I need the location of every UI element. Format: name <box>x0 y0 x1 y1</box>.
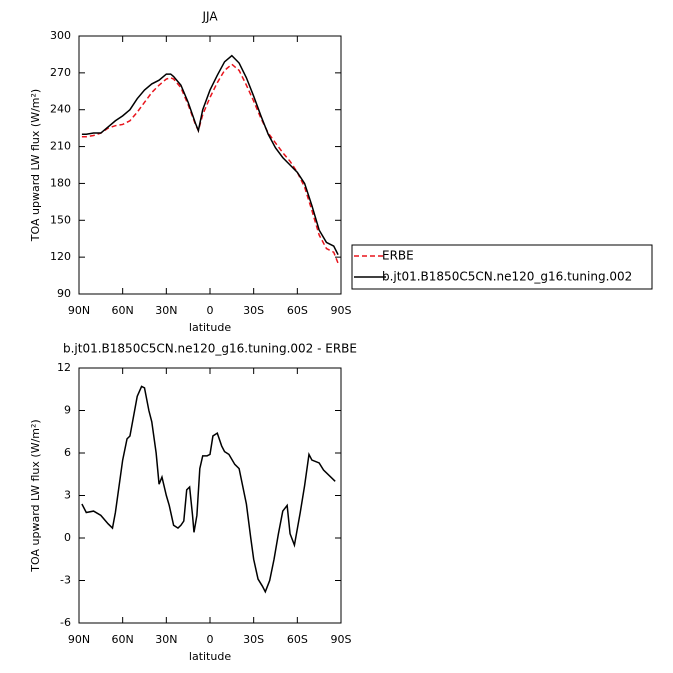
x-tick-label: 90S <box>331 633 352 646</box>
x-tick-label: 60S <box>287 633 308 646</box>
x-tick-label: 30S <box>243 304 264 317</box>
legend-label: b.jt01.B1850C5CN.ne120_g16.tuning.002 <box>382 270 632 284</box>
x-tick-label: 30N <box>155 633 177 646</box>
x-tick-label: 30N <box>155 304 177 317</box>
data-line <box>81 54 339 256</box>
y-tick-label: 9 <box>64 404 71 417</box>
x-tick-label: 90N <box>68 304 90 317</box>
y-tick-label: 12 <box>57 361 71 374</box>
data-line <box>81 385 336 594</box>
y-axis-label: TOA upward LW flux (W/m²) <box>29 89 42 242</box>
x-tick-label: 30S <box>243 633 264 646</box>
x-tick-label: 60S <box>287 304 308 317</box>
legend-box <box>351 244 653 290</box>
x-tick-label: 60N <box>112 633 134 646</box>
chart-title: JJA <box>201 10 218 24</box>
legend-label: ERBE <box>382 249 414 263</box>
y-tick-label: 180 <box>50 176 71 189</box>
y-tick-label: 300 <box>50 29 71 42</box>
x-tick-label: 90N <box>68 633 90 646</box>
x-tick-label: 0 <box>207 633 214 646</box>
y-tick-label: 210 <box>50 140 71 153</box>
y-tick-label: 150 <box>50 213 71 226</box>
x-tick-label: 90S <box>331 304 352 317</box>
y-axis-label: TOA upward LW flux (W/m²) <box>29 419 42 572</box>
y-tick-label: 240 <box>50 103 71 116</box>
data-line <box>81 63 339 264</box>
y-tick-label: 90 <box>57 287 71 300</box>
x-axis-label: latitude <box>189 650 231 663</box>
x-tick-label: 0 <box>207 304 214 317</box>
y-tick-label: 6 <box>64 446 71 459</box>
y-tick-label: 120 <box>50 250 71 263</box>
y-tick-label: -6 <box>60 616 71 629</box>
y-tick-label: 3 <box>64 489 71 502</box>
x-tick-label: 60N <box>112 304 134 317</box>
y-tick-label: 270 <box>50 66 71 79</box>
plot-frame <box>78 35 342 295</box>
y-tick-label: -3 <box>60 574 71 587</box>
chart-title: b.jt01.B1850C5CN.ne120_g16.tuning.002 - … <box>63 342 357 356</box>
y-tick-label: 0 <box>64 531 71 544</box>
x-axis-label: latitude <box>189 321 231 334</box>
